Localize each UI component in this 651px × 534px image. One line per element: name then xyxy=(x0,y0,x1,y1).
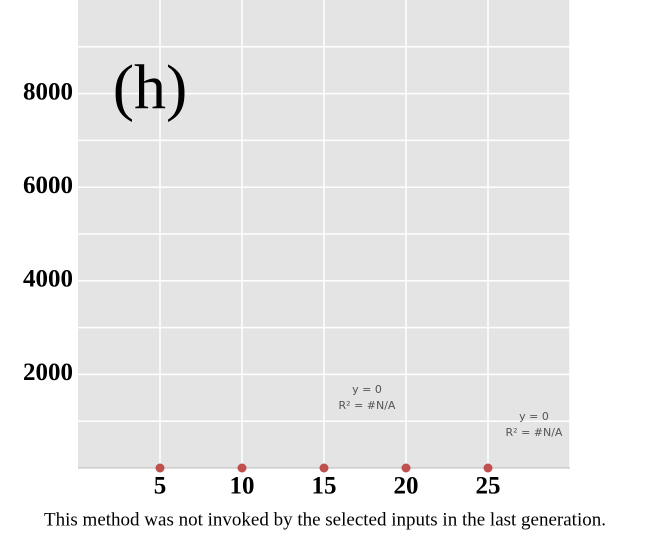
point xyxy=(319,463,329,473)
trendline-annotation: y = 0 xyxy=(352,383,382,396)
x-tick-label: 5 xyxy=(154,473,167,500)
x-tick-label: 25 xyxy=(476,473,501,500)
y-tick-label: 2000 xyxy=(23,359,73,386)
x-tick-label: 20 xyxy=(394,473,419,500)
x-tick-label: 15 xyxy=(312,473,337,500)
x-tick-label: 10 xyxy=(230,473,255,500)
point xyxy=(155,463,165,473)
trendline-annotation: R² = #N/A xyxy=(339,399,396,412)
y-tick-label: 8000 xyxy=(23,78,73,105)
point xyxy=(401,463,411,473)
caption: This method was not invoked by the selec… xyxy=(44,509,606,530)
point xyxy=(237,463,247,473)
point xyxy=(483,463,493,473)
y-tick-label: 4000 xyxy=(23,266,73,293)
y-tick-label: 6000 xyxy=(23,172,73,199)
trendline-annotation: R² = #N/A xyxy=(506,426,563,439)
trendline-annotation: y = 0 xyxy=(519,410,549,423)
panel-label: (h) xyxy=(113,52,188,123)
